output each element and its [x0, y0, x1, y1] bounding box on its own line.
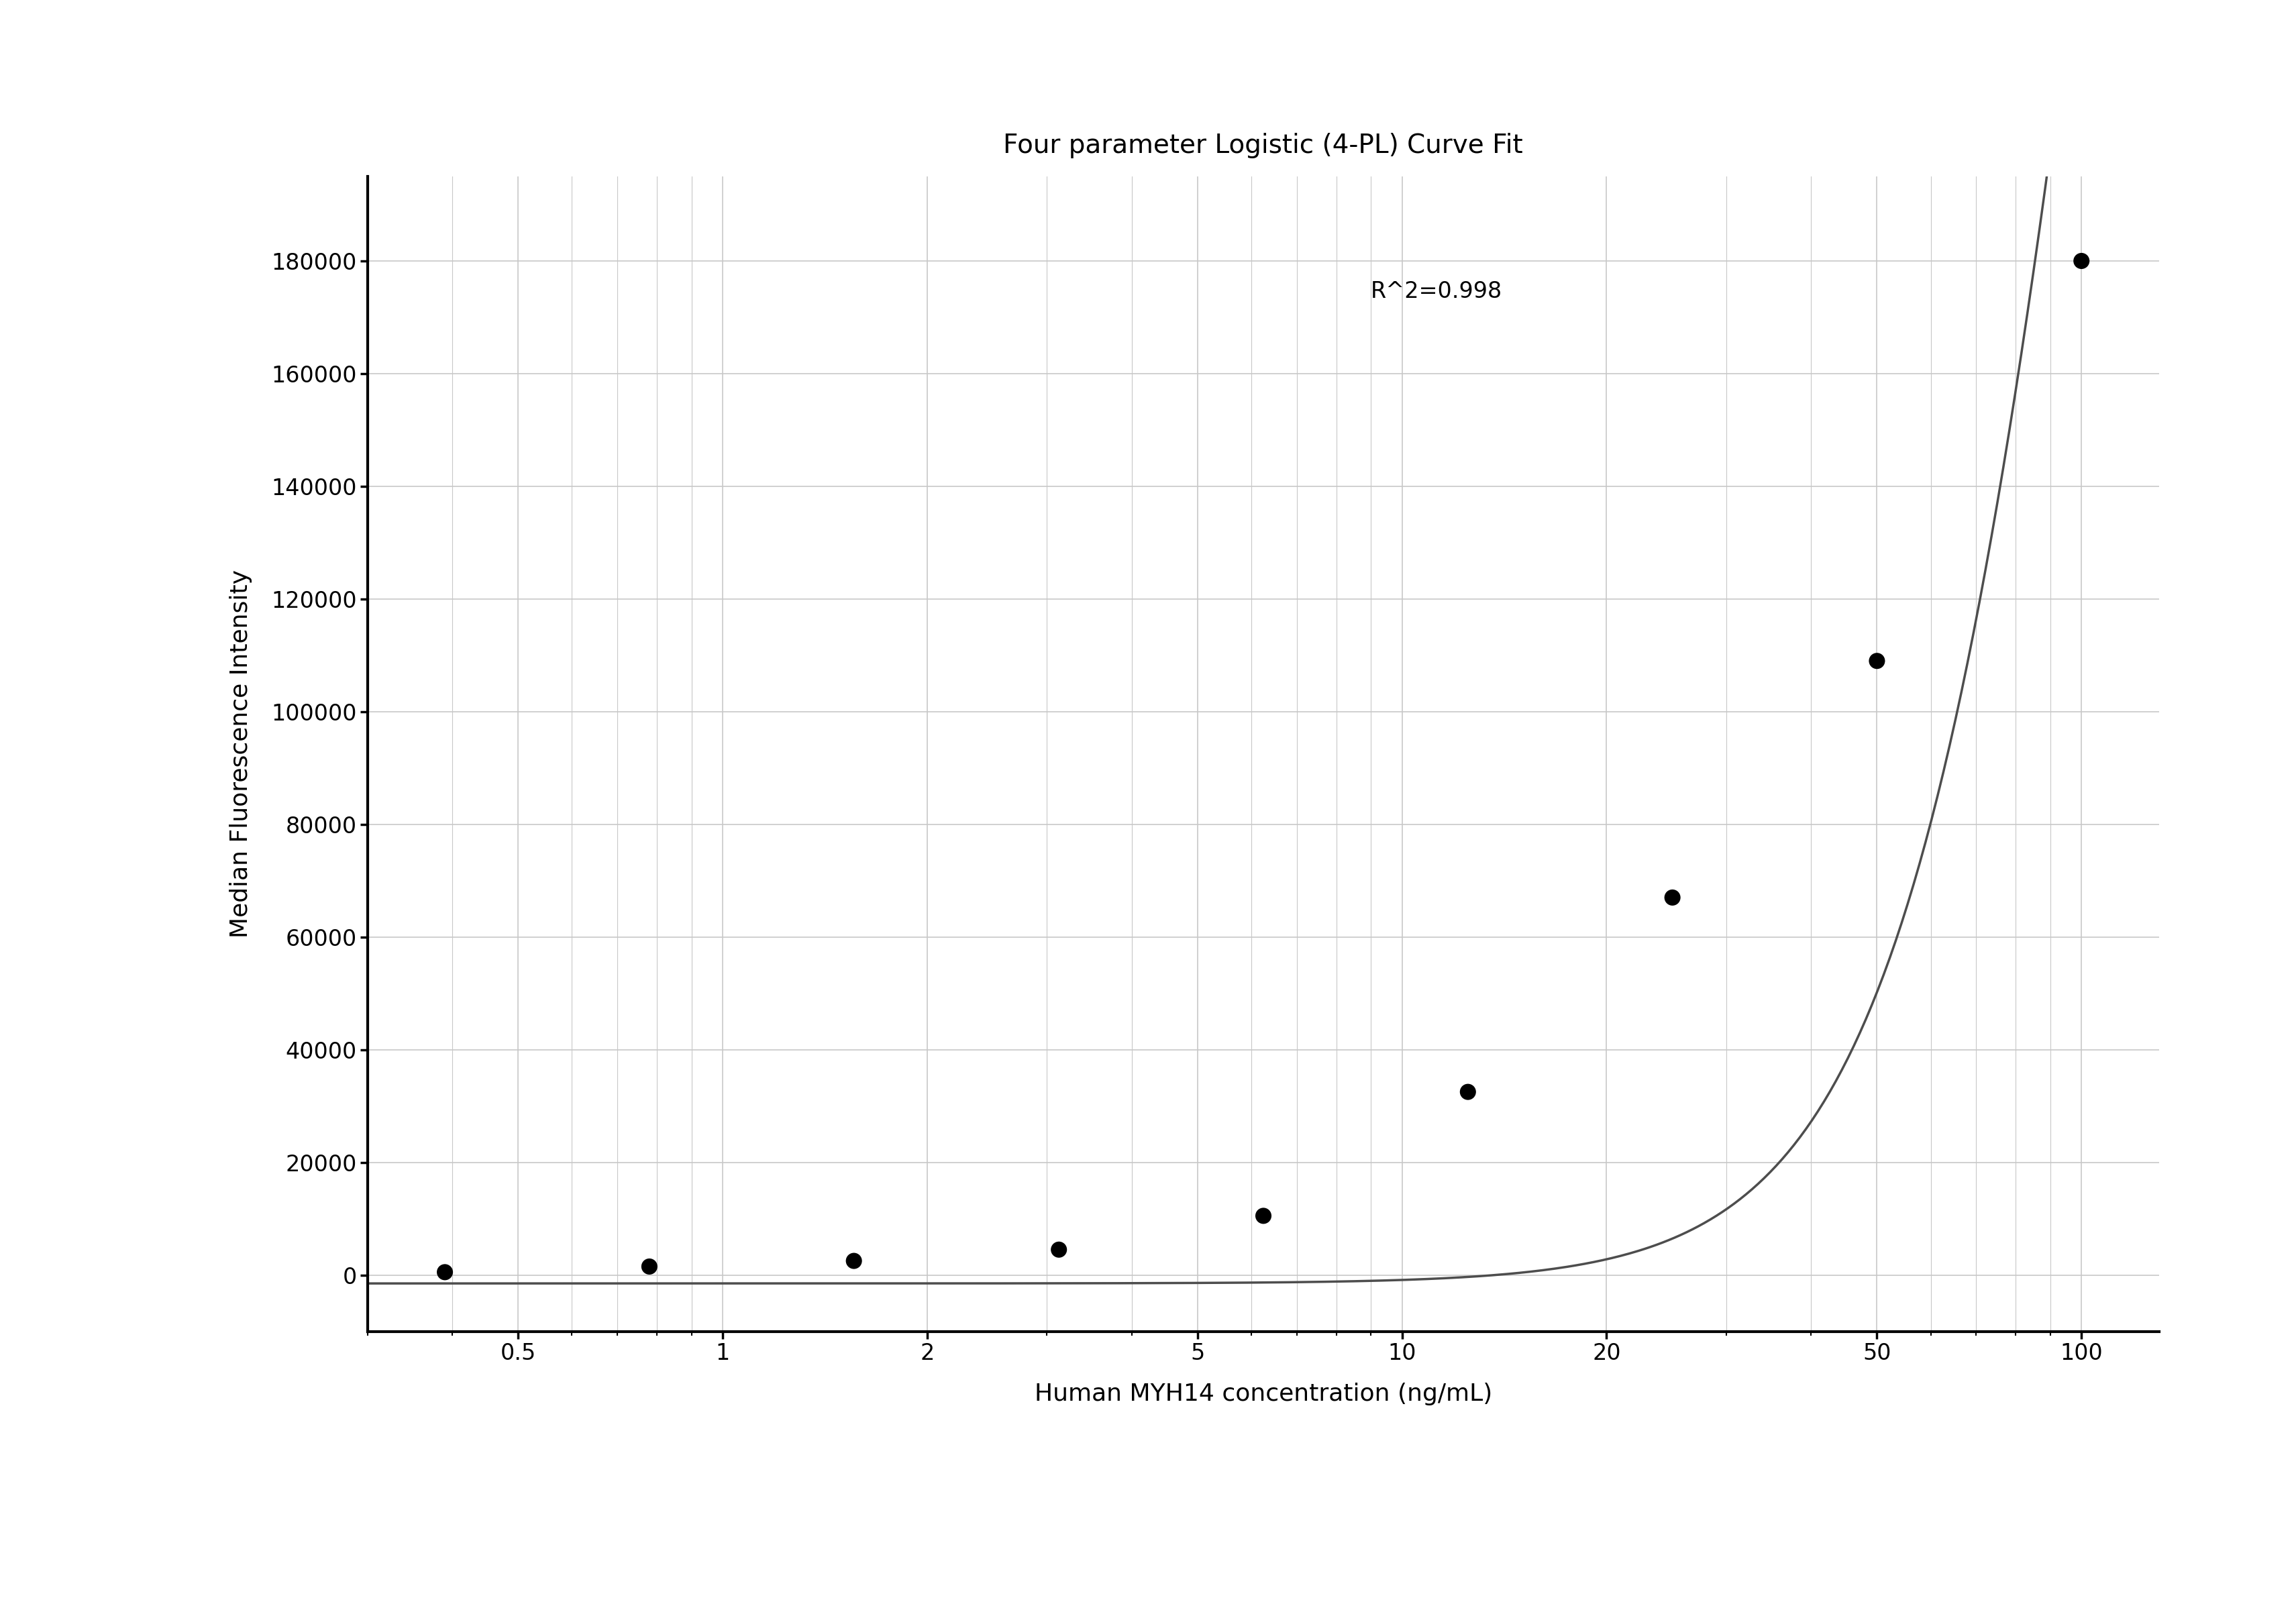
Point — [1244, 1203, 1281, 1229]
Point — [2062, 249, 2099, 274]
Point — [836, 1248, 872, 1274]
Point — [1040, 1237, 1077, 1262]
X-axis label: Human MYH14 concentration (ng/mL): Human MYH14 concentration (ng/mL) — [1033, 1383, 1492, 1405]
Point — [1857, 648, 1894, 674]
Text: R^2=0.998: R^2=0.998 — [1371, 281, 1502, 303]
Point — [631, 1254, 668, 1280]
Point — [427, 1259, 464, 1285]
Point — [1449, 1079, 1486, 1105]
Title: Four parameter Logistic (4-PL) Curve Fit: Four parameter Logistic (4-PL) Curve Fit — [1003, 133, 1522, 159]
Y-axis label: Median Fluorescence Intensity: Median Fluorescence Intensity — [230, 569, 253, 938]
Point — [1653, 885, 1690, 911]
